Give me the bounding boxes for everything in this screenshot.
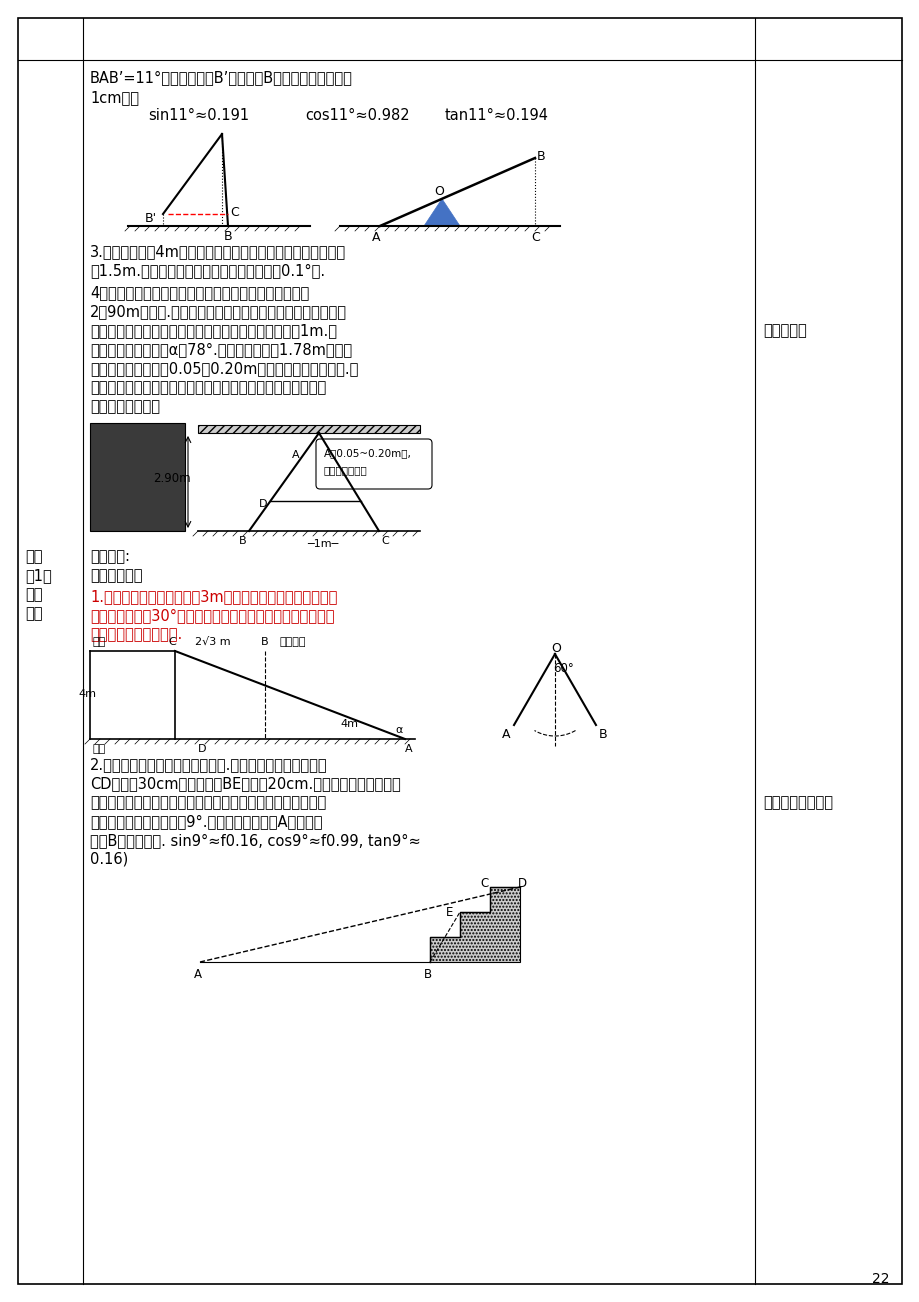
Text: cos11°≈0.982: cos11°≈0.982 bbox=[305, 108, 409, 122]
Text: E: E bbox=[446, 906, 453, 919]
Text: A: A bbox=[194, 967, 202, 980]
Text: O: O bbox=[434, 185, 443, 198]
Text: 二、: 二、 bbox=[25, 549, 42, 564]
Text: 【基础演练】: 【基础演练】 bbox=[90, 568, 142, 583]
Text: O: O bbox=[550, 642, 561, 655]
Text: B: B bbox=[261, 637, 268, 647]
Text: CD）均为30cm，高度（如BE）均为20cm.为了方便残疾人行走，: CD）均为30cm，高度（如BE）均为20cm.为了方便残疾人行走， bbox=[90, 776, 401, 792]
Text: B: B bbox=[598, 728, 607, 741]
Text: 1cm）？: 1cm）？ bbox=[90, 90, 139, 105]
Text: A: A bbox=[291, 449, 299, 460]
Text: D: D bbox=[198, 743, 206, 754]
Bar bbox=[198, 424, 420, 434]
Text: 0.16): 0.16) bbox=[90, 852, 128, 867]
Text: 商场决定将其中一个门的门前台阶改造成供轮椅行走的斜坡，: 商场决定将其中一个门的门前台阶改造成供轮椅行走的斜坡， bbox=[90, 796, 326, 810]
Text: 2.90m: 2.90m bbox=[153, 473, 190, 486]
Text: 让学生小结: 让学生小结 bbox=[762, 323, 806, 339]
Text: A: A bbox=[371, 230, 380, 243]
Text: B': B' bbox=[145, 212, 157, 225]
Text: 二楼: 二楼 bbox=[93, 637, 106, 647]
Bar bbox=[90, 423, 185, 531]
Text: 面的长都被六条蹏板七等分，使用时梯脚的固定跨度为1m.矩: 面的长都被六条蹏板七等分，使用时梯脚的固定跨度为1m.矩 bbox=[90, 323, 336, 339]
Text: 课后练习:: 课后练习: bbox=[90, 549, 130, 564]
Text: ─1m─: ─1m─ bbox=[307, 539, 338, 549]
Text: tan11°≈0.194: tan11°≈0.194 bbox=[445, 108, 549, 122]
Text: D: D bbox=[258, 499, 267, 509]
Text: C: C bbox=[480, 878, 488, 891]
Text: C: C bbox=[530, 230, 539, 243]
Text: 并且设计斜坡的倾斜角为9°.请计算从斜坡起点A到台阶前: 并且设计斜坡的倾斜角为9°.请计算从斜坡起点A到台阶前 bbox=[90, 814, 323, 829]
Text: 面1.5m.求此时跳跳板与地面的夹角（精确到0.1°）.: 面1.5m.求此时跳跳板与地面的夹角（精确到0.1°）. bbox=[90, 263, 324, 279]
Text: 安装比较方便！: 安装比较方便！ bbox=[323, 465, 368, 475]
Text: 4．如图所示，电工李师傅借助梯子安装天花板上距地面: 4．如图所示，电工李师傅借助梯子安装天花板上距地面 bbox=[90, 285, 309, 299]
Text: 以试卷形式开展。: 以试卷形式开展。 bbox=[762, 796, 832, 810]
Text: 形面与地面所成的角α为78°.李师傅的身高为1.78m，当他: 形面与地面所成的角α为78°.李师傅的身高为1.78m，当他 bbox=[90, 342, 352, 357]
Text: B: B bbox=[424, 967, 432, 980]
Text: B: B bbox=[223, 230, 233, 243]
Text: 现在竖直站立在梯子的第三级蹏板上，请你通过计算判断他安: 现在竖直站立在梯子的第三级蹏板上，请你通过计算判断他安 bbox=[90, 380, 326, 395]
Text: 3.已知跳跳板长4m，当跳跳板的一端碎到地面时，另一端离地: 3.已知跳跳板长4m，当跳跳板的一端碎到地面时，另一端离地 bbox=[90, 243, 346, 259]
Text: 练习: 练习 bbox=[25, 605, 42, 621]
Text: B: B bbox=[537, 150, 545, 163]
Text: 2．90m的顶灯.已知梯子由两个相同的矩形面组成，每个矩形: 2．90m的顶灯.已知梯子由两个相同的矩形面组成，每个矩形 bbox=[90, 303, 346, 319]
Text: （1）: （1） bbox=[25, 568, 51, 583]
Text: 4m: 4m bbox=[78, 689, 96, 699]
Text: 60°: 60° bbox=[552, 661, 573, 674]
FancyBboxPatch shape bbox=[315, 439, 432, 490]
Text: BAB’=11°，问这时摇球B’较最低点B升高了多少（精确到: BAB’=11°，问这时摇球B’较最低点B升高了多少（精确到 bbox=[90, 70, 353, 85]
Text: C: C bbox=[168, 637, 176, 647]
Text: 装是否比较方便？: 装是否比较方便？ bbox=[90, 398, 160, 414]
Text: 的点B的水平距离. sin9°≈f0.16, cos9°≈f0.99, tan9°≈: 的点B的水平距离. sin9°≈f0.16, cos9°≈f0.99, tan9… bbox=[90, 833, 420, 848]
Polygon shape bbox=[424, 199, 460, 227]
Text: A: A bbox=[502, 728, 510, 741]
Text: 1.如图，秋千链子的长度为3m，当秋千向两边摇动时，两边: 1.如图，秋千链子的长度为3m，当秋千向两边摇动时，两边 bbox=[90, 589, 337, 604]
Text: 之差（结果保留根号）.: 之差（结果保留根号）. bbox=[90, 628, 182, 642]
Text: 攻升到头顶距天花板0.05～0.20m时，安装起来比较方便.他: 攻升到头顶距天花板0.05～0.20m时，安装起来比较方便.他 bbox=[90, 361, 358, 376]
Text: α: α bbox=[394, 725, 402, 736]
Text: B: B bbox=[239, 536, 246, 546]
Text: 4m: 4m bbox=[340, 719, 357, 729]
Text: 一楼: 一楼 bbox=[93, 743, 106, 754]
Text: 巩固: 巩固 bbox=[25, 587, 42, 602]
Text: A: A bbox=[404, 743, 413, 754]
Text: 的摇动角度均为30°。求它摇动至最高位置与最低位置的高度: 的摇动角度均为30°。求它摇动至最高位置与最低位置的高度 bbox=[90, 608, 335, 622]
Text: 2.某商场门前的台阶截面如图所示.已知每级台阶的宽度（如: 2.某商场门前的台阶截面如图所示.已知每级台阶的宽度（如 bbox=[90, 756, 327, 772]
Text: 2√3 m: 2√3 m bbox=[195, 637, 231, 647]
Text: D: D bbox=[517, 878, 527, 891]
Text: 22: 22 bbox=[871, 1272, 889, 1286]
Text: 小心碰头: 小心碰头 bbox=[279, 637, 306, 647]
Polygon shape bbox=[429, 887, 519, 962]
Text: A为0.05~0.20m时,: A为0.05~0.20m时, bbox=[323, 448, 412, 458]
Text: C: C bbox=[230, 206, 239, 219]
Text: sin11°≈0.191: sin11°≈0.191 bbox=[148, 108, 249, 122]
Text: C: C bbox=[380, 536, 389, 546]
